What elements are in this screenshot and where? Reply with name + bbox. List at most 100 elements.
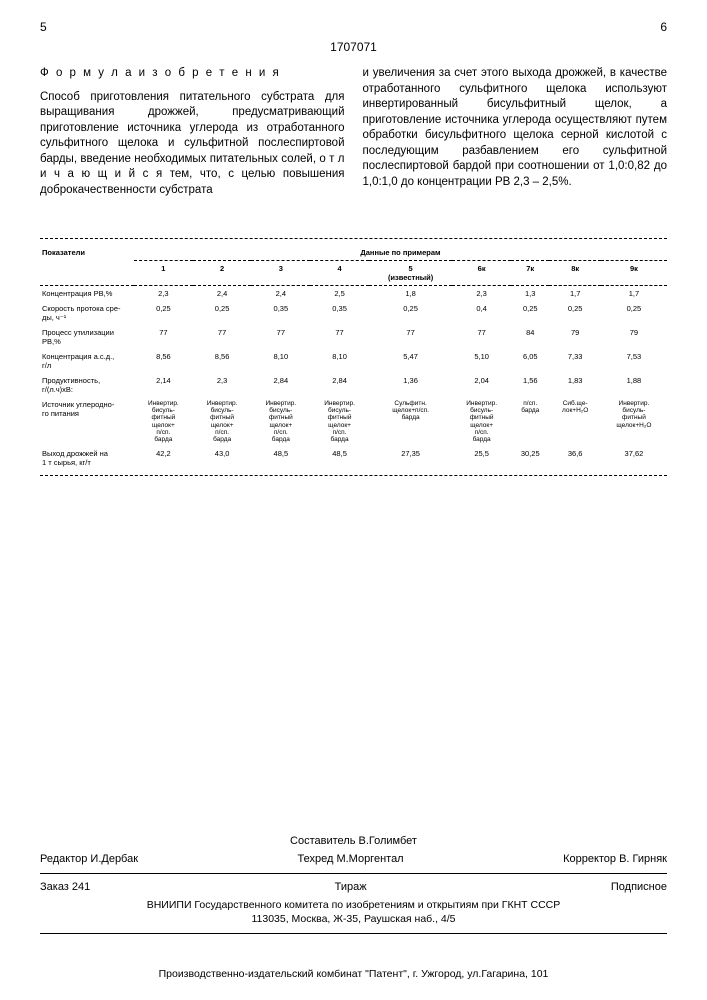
cell: 0,35	[251, 301, 310, 325]
left-body: Способ приготовления питательного субстр…	[40, 90, 345, 199]
row-label: Концентрация РВ,%	[40, 286, 134, 302]
cell: 48,5	[251, 446, 310, 475]
table-row: Скорость протока сре- ды, ч⁻¹0,250,250,3…	[40, 301, 667, 325]
col-header: 4	[310, 261, 369, 286]
cell: 2,04	[452, 373, 511, 397]
page-right-no: 6	[660, 20, 667, 34]
data-table: Показатели Данные по примерам 12345 (изв…	[40, 245, 667, 475]
cell: 27,35	[369, 446, 452, 475]
cell: 8,56	[134, 349, 193, 373]
cell: 77	[369, 325, 452, 349]
cell: 77	[134, 325, 193, 349]
page-header: 5 6	[40, 20, 667, 34]
table-body: Концентрация РВ,%2,32,42,42,51,82,31,31,…	[40, 286, 667, 475]
col-header: 7к	[511, 261, 549, 286]
cell: 2,4	[193, 286, 252, 302]
cell: 0,35	[310, 301, 369, 325]
cell: 1,7	[601, 286, 667, 302]
tirage: Тираж	[335, 880, 367, 895]
cell: 2,3	[134, 286, 193, 302]
cell: Сиб.ще- лок+H₂O	[549, 397, 600, 446]
claims-title: Ф о р м у л а и з о б р е т е н и я	[40, 66, 345, 82]
page-content: 5 6 1707071 Ф о р м у л а и з о б р е т …	[0, 0, 707, 476]
footer: Составитель В.Голимбет Редактор И.Дербак…	[40, 834, 667, 940]
table-head-label: Показатели	[40, 245, 134, 286]
cell: 77	[251, 325, 310, 349]
cell: 36,6	[549, 446, 600, 475]
table-row: Продуктивность, г/(л.ч)хВ:2,142,32,842,8…	[40, 373, 667, 397]
cell: 8,56	[193, 349, 252, 373]
corrector: Корректор В. Гирняк	[563, 852, 667, 867]
cell: 2,5	[310, 286, 369, 302]
cell: Инвертир. бисуль- фитный щелок+ п/сп. ба…	[193, 397, 252, 446]
cell: 5,10	[452, 349, 511, 373]
col-header: 3	[251, 261, 310, 286]
cell: 79	[601, 325, 667, 349]
cell: п/сп. барда	[511, 397, 549, 446]
table-row: Концентрация а.с.д., г/л8,568,568,108,10…	[40, 349, 667, 373]
cell: 2,84	[310, 373, 369, 397]
subscribe: Подписное	[611, 880, 667, 895]
order-no: Заказ 241	[40, 880, 90, 895]
table-row: Выход дрожжей на 1 т сырья, кг/т42,243,0…	[40, 446, 667, 475]
cell: 2,4	[251, 286, 310, 302]
col-header: 5 (известный)	[369, 261, 452, 286]
patent-number: 1707071	[40, 40, 667, 54]
cell: 77	[310, 325, 369, 349]
right-column: и увеличения за счет этого выхода дрожже…	[363, 66, 668, 198]
cell: Инвертир. бисуль- фитный щелок+H₂O	[601, 397, 667, 446]
left-column: Ф о р м у л а и з о б р е т е н и я Спос…	[40, 66, 345, 198]
row-label: Источник углеродно- го питания	[40, 397, 134, 446]
cell: Инвертир. бисуль- фитный щелок+ п/сп. ба…	[134, 397, 193, 446]
cell: 0,25	[511, 301, 549, 325]
cell: 0,25	[601, 301, 667, 325]
data-table-wrap: Показатели Данные по примерам 12345 (изв…	[40, 238, 667, 476]
cell: Инвертир. бисуль- фитный щелок+ п/сп. ба…	[310, 397, 369, 446]
cell: 5,47	[369, 349, 452, 373]
table-row: Источник углеродно- го питанияИнвертир. …	[40, 397, 667, 446]
cell: Инвертир. бисуль- фитный щелок+ п/сп. ба…	[452, 397, 511, 446]
org-line: ВНИИПИ Государственного комитета по изоб…	[40, 898, 667, 913]
addr-line: 113035, Москва, Ж-35, Раушская наб., 4/5	[40, 912, 667, 927]
row-label: Продуктивность, г/(л.ч)хВ:	[40, 373, 134, 397]
cell: 2,14	[134, 373, 193, 397]
cell: 79	[549, 325, 600, 349]
cell: Сульфитн. щелок+п/сп. барда	[369, 397, 452, 446]
cell: 1,8	[369, 286, 452, 302]
table-head-group: Данные по примерам	[134, 245, 667, 261]
cell: 1,83	[549, 373, 600, 397]
row-label: Концентрация а.с.д., г/л	[40, 349, 134, 373]
cell: 42,2	[134, 446, 193, 475]
cell: 2,3	[452, 286, 511, 302]
cell: 8,10	[310, 349, 369, 373]
cell: 0,4	[452, 301, 511, 325]
cell: 1,56	[511, 373, 549, 397]
col-header: 1	[134, 261, 193, 286]
col-header: 9к	[601, 261, 667, 286]
cell: 0,25	[549, 301, 600, 325]
cell: 1,36	[369, 373, 452, 397]
page-left-no: 5	[40, 20, 47, 34]
col-header: 8к	[549, 261, 600, 286]
cell: 8,10	[251, 349, 310, 373]
cell: 37,62	[601, 446, 667, 475]
cell: 2,3	[193, 373, 252, 397]
cell: 25,5	[452, 446, 511, 475]
body-columns: Ф о р м у л а и з о б р е т е н и я Спос…	[40, 66, 667, 198]
cell: 77	[193, 325, 252, 349]
row-label: Скорость протока сре- ды, ч⁻¹	[40, 301, 134, 325]
cell: 30,25	[511, 446, 549, 475]
cell: 6,05	[511, 349, 549, 373]
tech: Техред М.Моргентал	[298, 852, 404, 867]
cell: 1,88	[601, 373, 667, 397]
cell: 0,25	[193, 301, 252, 325]
cell: 7,53	[601, 349, 667, 373]
cell: 84	[511, 325, 549, 349]
table-row: Концентрация РВ,%2,32,42,42,51,82,31,31,…	[40, 286, 667, 302]
cell: 77	[452, 325, 511, 349]
table-col-headers: 12345 (известный)6к7к8к9к	[40, 261, 667, 286]
cell: 1,3	[511, 286, 549, 302]
cell: 0,25	[134, 301, 193, 325]
table-row: Процесс утилизации РВ,%77777777777784797…	[40, 325, 667, 349]
print-notice: Производственно-издательский комбинат "П…	[0, 968, 707, 980]
